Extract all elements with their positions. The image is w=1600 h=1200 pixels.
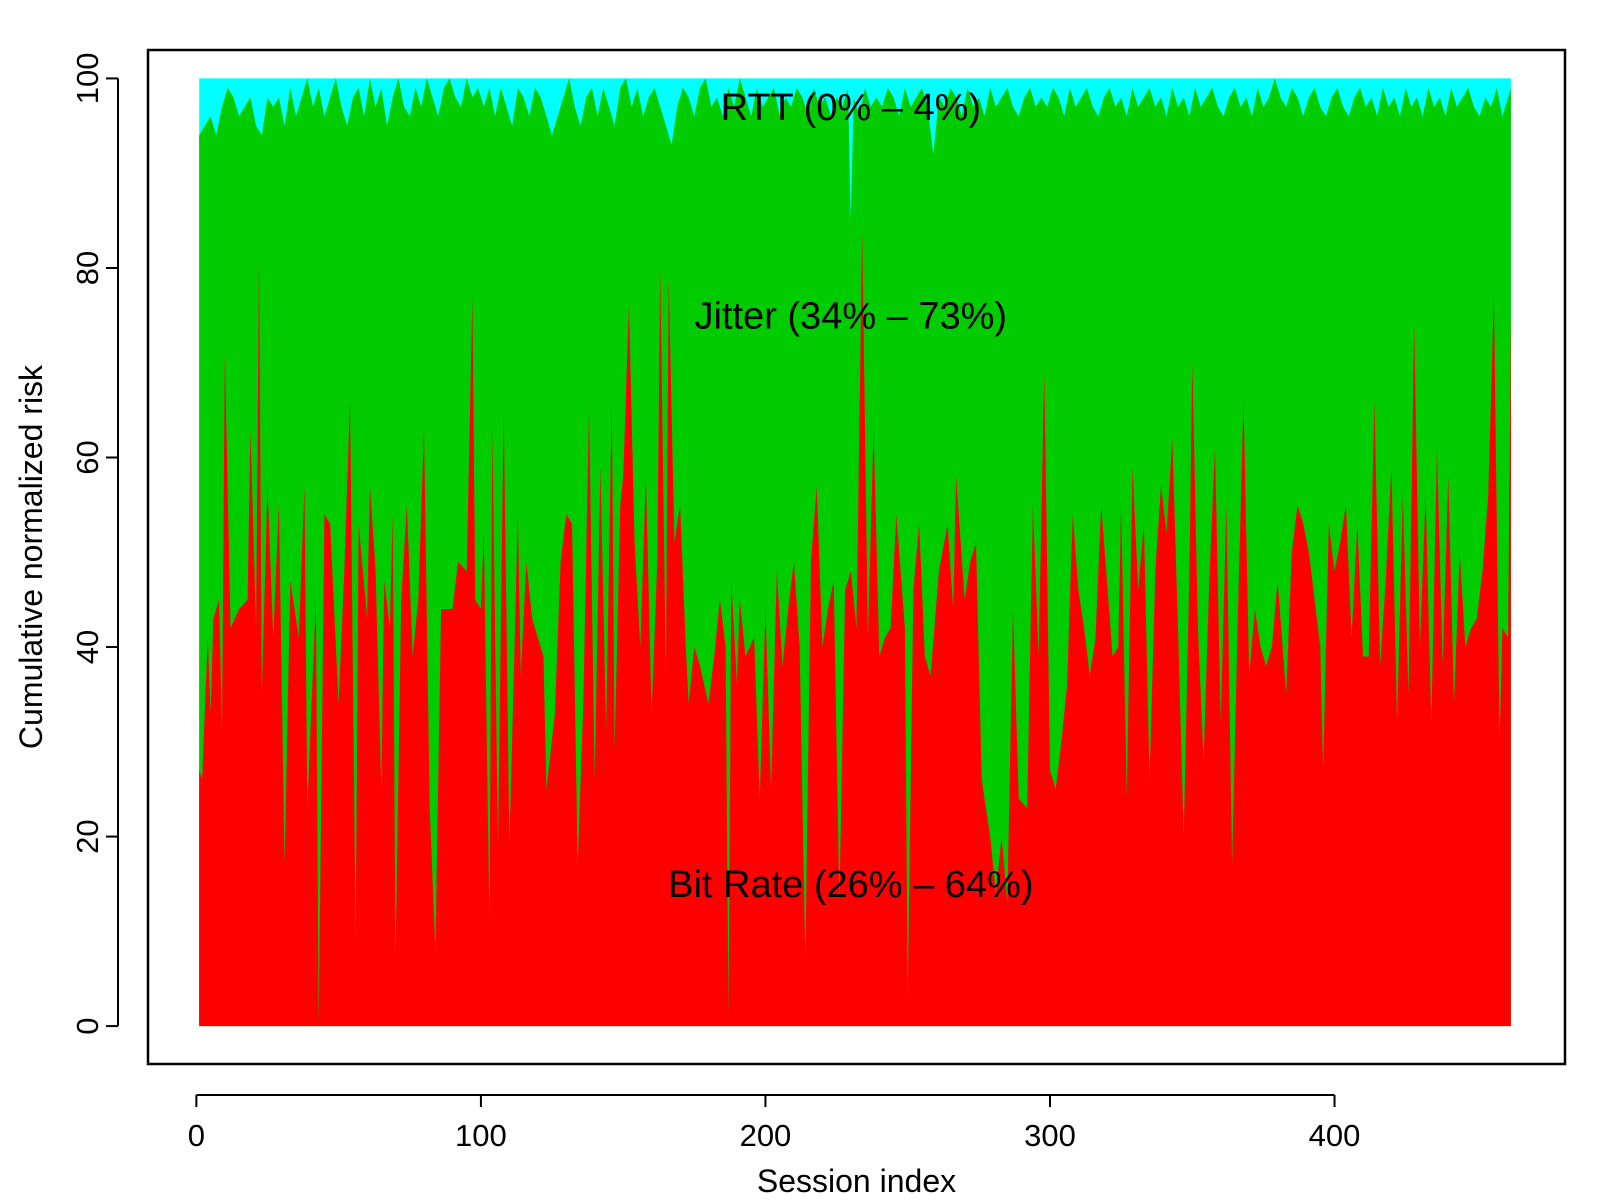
x-axis-title: Session index	[757, 1163, 956, 1199]
x-tick-label: 300	[1024, 1118, 1076, 1153]
plot-frame	[146, 48, 1567, 1066]
series-layer	[199, 78, 1511, 1027]
y-tick-label: 40	[70, 630, 105, 664]
y-tick-label: 20	[70, 819, 105, 853]
y-tick-label: 100	[70, 53, 105, 105]
annotation-jitter: Jitter (34% – 73%)	[695, 295, 1008, 337]
y-tick-label: 0	[70, 1017, 105, 1034]
x-tick-label: 200	[740, 1118, 792, 1153]
area-series-bit-rate	[199, 230, 1511, 1027]
y-axis: 0 20 40 60 80 100	[70, 53, 119, 1035]
annotation-layer: RTT (0% – 4%) Jitter (34% – 73%) Bit Rat…	[668, 87, 1033, 906]
x-tick-label: 0	[188, 1118, 205, 1153]
x-tick-label: 100	[455, 1118, 507, 1153]
annotation-rtt: RTT (0% – 4%)	[721, 87, 981, 129]
x-tick-label: 400	[1309, 1118, 1361, 1153]
y-axis-title: Cumulative normalized risk	[13, 364, 49, 749]
y-tick-label: 80	[70, 251, 105, 285]
y-tick-label: 60	[70, 440, 105, 474]
annotation-bit-rate: Bit Rate (26% – 64%)	[668, 864, 1033, 906]
x-axis: 0 100 200 300 400	[188, 1094, 1361, 1153]
